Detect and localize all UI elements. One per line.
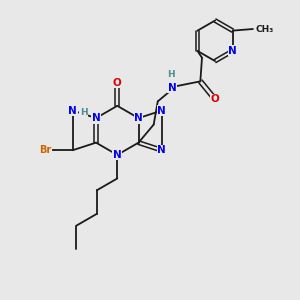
Text: CH₃: CH₃ <box>255 25 274 34</box>
Text: N: N <box>158 106 166 116</box>
Text: Br: Br <box>39 145 51 155</box>
Text: O: O <box>113 78 122 88</box>
Text: N: N <box>158 145 166 155</box>
Text: N: N <box>68 106 77 116</box>
Text: H: H <box>80 108 87 117</box>
Text: O: O <box>211 94 219 104</box>
Text: N: N <box>92 113 100 123</box>
Text: N: N <box>113 150 122 160</box>
Text: H: H <box>167 70 175 79</box>
Text: N: N <box>228 46 237 56</box>
Text: N: N <box>134 113 143 123</box>
Text: N: N <box>167 83 176 93</box>
